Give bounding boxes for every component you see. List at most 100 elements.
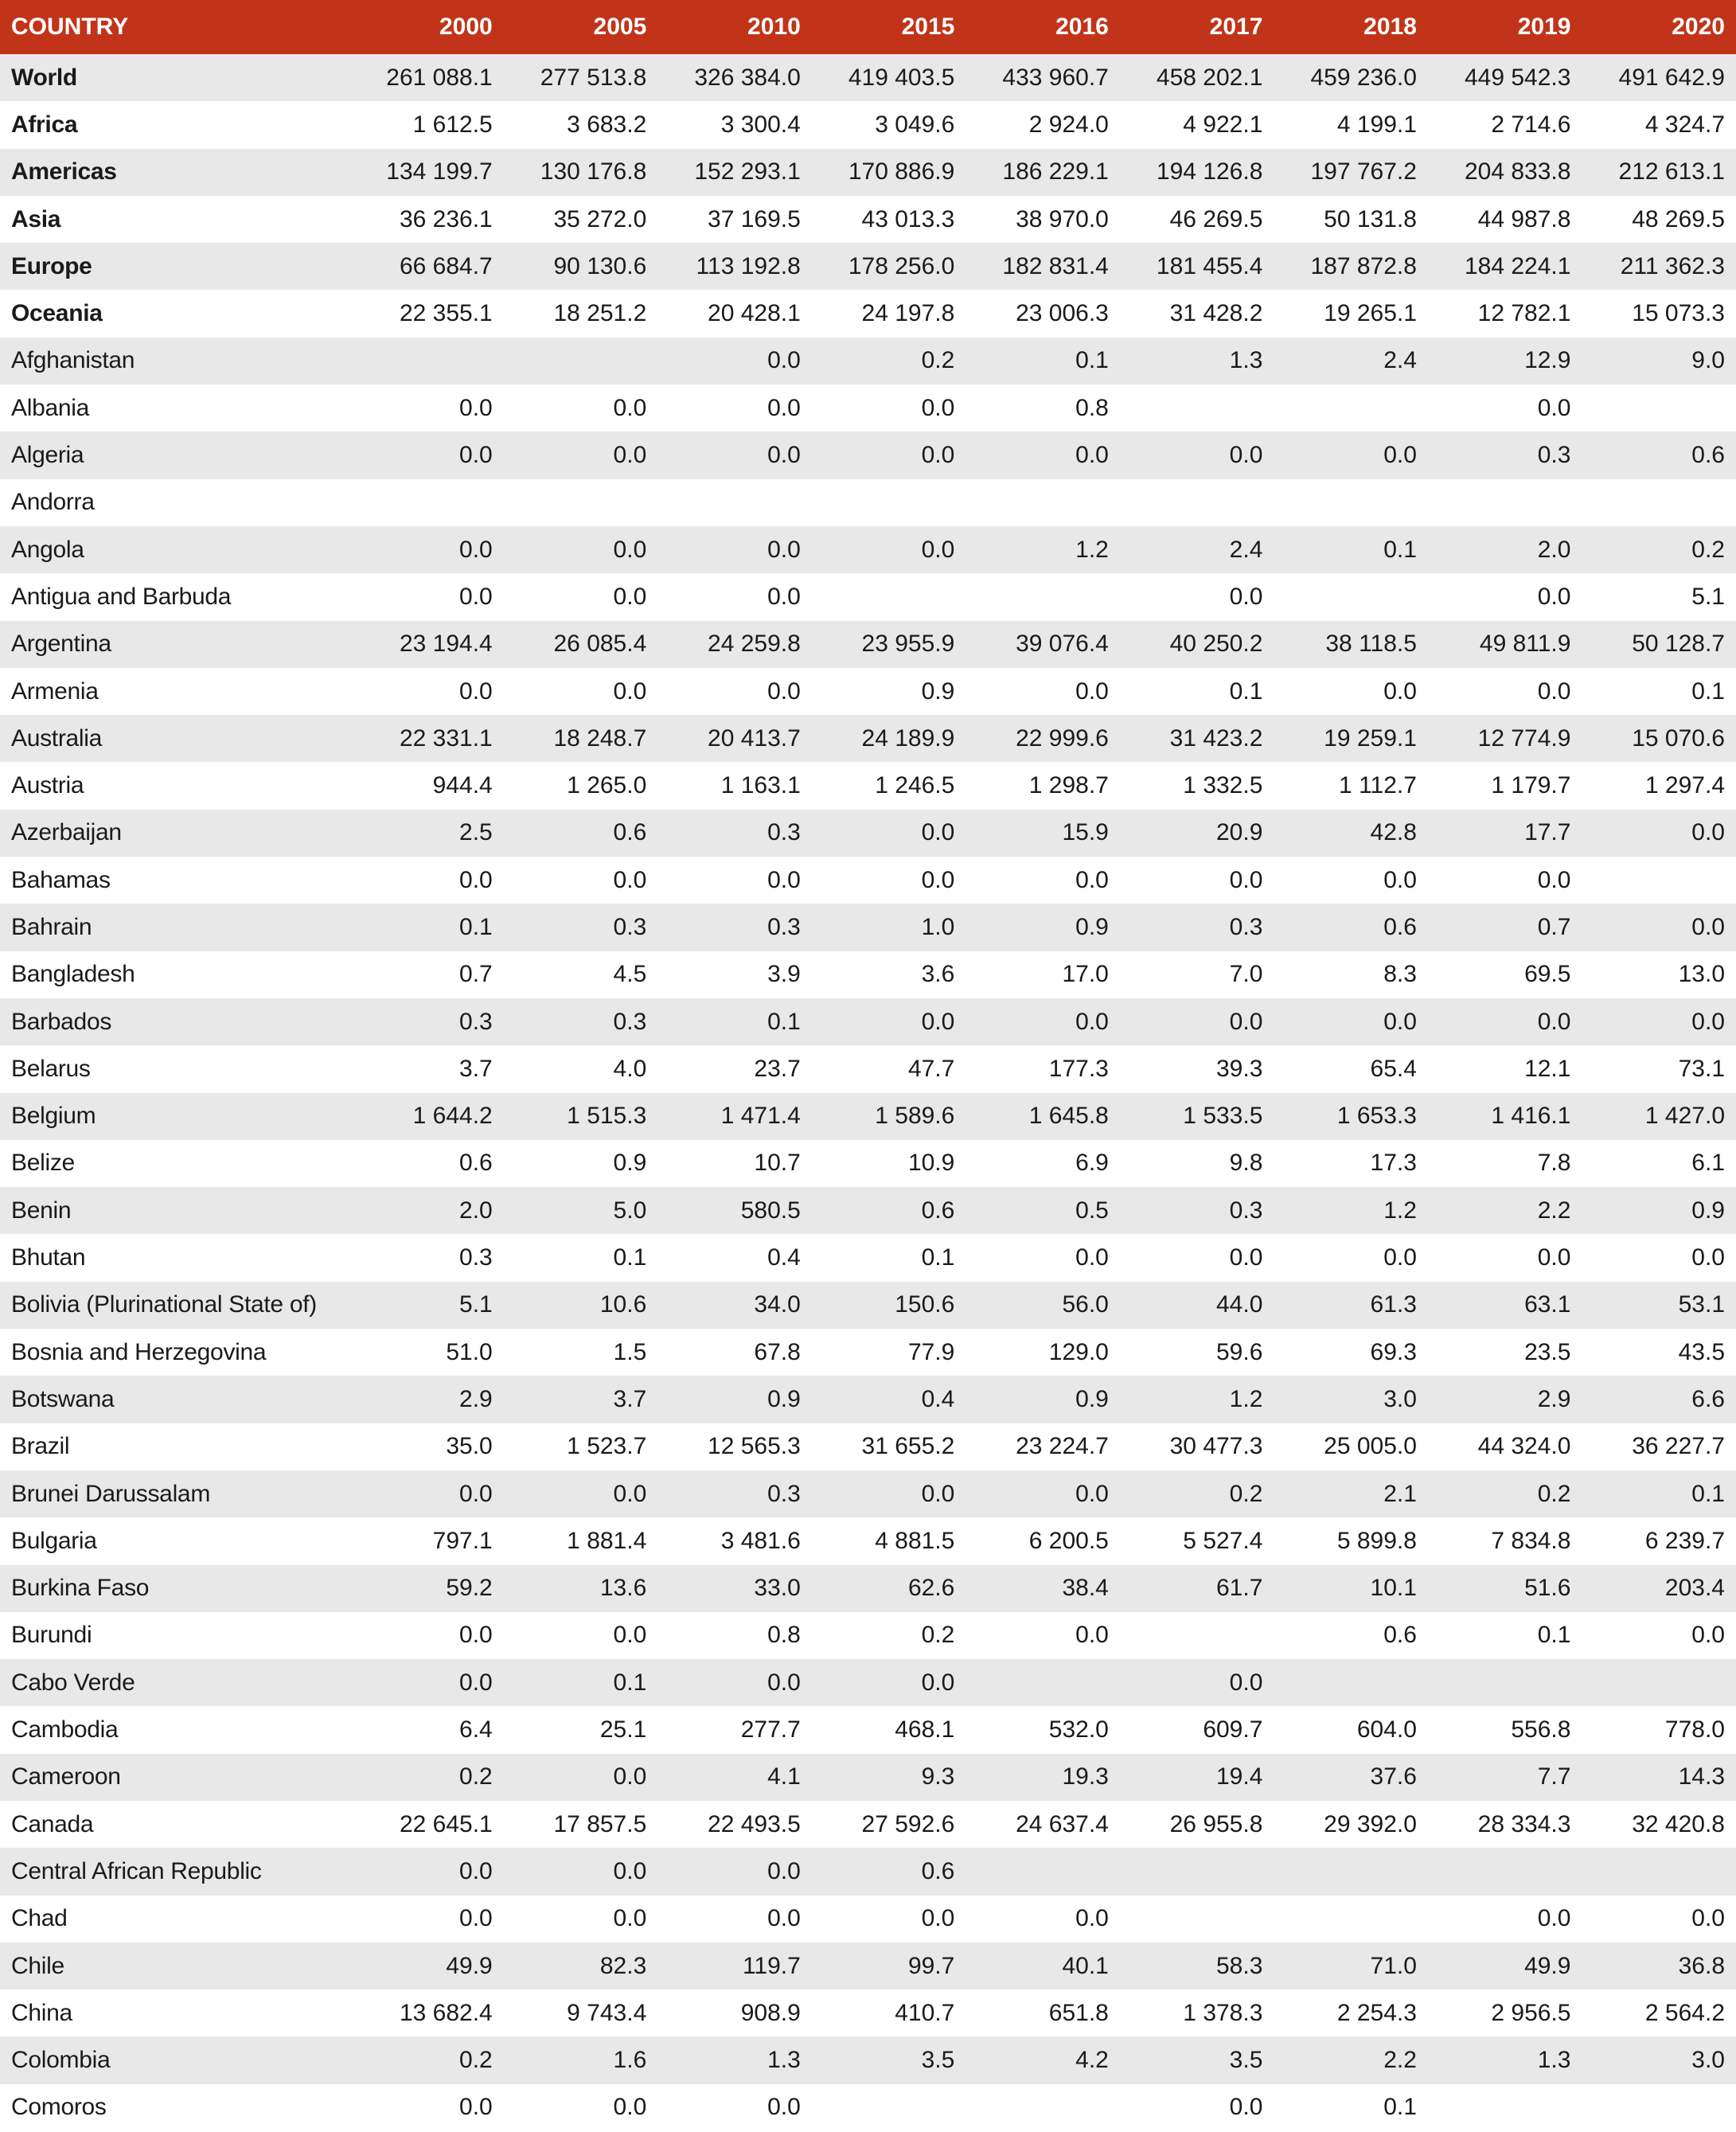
value-cell: 0.1 xyxy=(657,998,812,1046)
value-cell: 197 767.2 xyxy=(1274,148,1428,196)
table-row: Burundi 0.0 0.0 0.8 0.2 0.0 0.6 0.1 0.0 xyxy=(0,1612,1736,1659)
country-cell: Oceania xyxy=(11,300,103,327)
value-cell: 0.0 xyxy=(657,337,812,385)
value-cell: 0.0 xyxy=(966,1470,1120,1518)
value-cell: 23.7 xyxy=(754,1055,801,1082)
value-cell: 0.0 xyxy=(459,1622,493,1649)
value-cell: 15.9 xyxy=(966,809,1120,857)
value-cell: 1.2 xyxy=(966,525,1120,574)
value-cell: 9.0 xyxy=(1582,337,1736,385)
header-cell: 2000 xyxy=(349,0,504,54)
value-cell: 43.5 xyxy=(1678,1338,1725,1365)
value-cell: 1 644.2 xyxy=(349,1092,504,1140)
value-cell: 23 194.4 xyxy=(349,620,504,668)
value-cell: 0.1 xyxy=(1229,677,1263,705)
value-cell xyxy=(812,2084,966,2131)
value-cell: 0.8 xyxy=(767,1622,801,1649)
value-cell: 5 899.8 xyxy=(1336,1527,1417,1554)
value-cell: 0.0 xyxy=(613,2094,647,2121)
value-cell: 4 922.1 xyxy=(1183,111,1263,138)
value-cell xyxy=(966,479,1120,526)
value-cell: 1 612.5 xyxy=(412,111,493,138)
value-cell: 6 239.7 xyxy=(1644,1527,1725,1554)
value-cell: 0.0 xyxy=(767,583,801,610)
table-row: Cabo Verde 0.0 0.1 0.0 0.0 0.0 xyxy=(0,1659,1736,1707)
value-cell: 20 413.7 xyxy=(657,715,812,763)
value-cell: 0.0 xyxy=(1383,866,1417,893)
value-cell: 0.7 xyxy=(459,961,493,988)
value-cell: 170 886.9 xyxy=(811,148,966,196)
value-cell: 0.1 xyxy=(349,904,504,951)
value-cell: 194 126.8 xyxy=(1119,148,1274,196)
country-cell: Bahamas xyxy=(11,866,111,893)
value-cell: 0.0 xyxy=(503,1848,658,1896)
value-cell: 61.3 xyxy=(1274,1281,1428,1330)
value-cell: 1 246.5 xyxy=(875,772,955,799)
table-row: Botswana 2.9 3.7 0.9 0.4 0.9 1.2 3.0 2.9 6.6 xyxy=(0,1376,1736,1423)
country-cell: Armenia xyxy=(11,677,99,705)
table-body: World 261 088.1 277 513.8 326 384.0 419 403.… xyxy=(0,54,1736,2131)
value-cell: 62.6 xyxy=(811,1564,966,1612)
value-cell: 6.6 xyxy=(1582,1376,1736,1423)
value-cell: 69.3 xyxy=(1370,1338,1417,1365)
value-cell: 0.6 xyxy=(459,1150,493,1177)
value-cell: 0.1 xyxy=(1537,1622,1571,1649)
value-cell: 2.4 xyxy=(1119,525,1274,574)
value-cell: 0.8 xyxy=(1075,394,1109,421)
value-cell: 0.3 xyxy=(459,1244,493,1271)
country-cell: Chile xyxy=(0,1942,350,1990)
value-cell: 27 592.6 xyxy=(861,1810,955,1837)
value-cell: 2.5 xyxy=(349,809,504,857)
value-cell: 14.3 xyxy=(1582,1753,1736,1801)
value-cell: 0.0 xyxy=(811,998,966,1046)
value-cell: 34.0 xyxy=(657,1281,812,1330)
value-cell: 1 653.3 xyxy=(1274,1092,1428,1140)
value-cell: 150.6 xyxy=(811,1281,966,1330)
value-cell: 187 872.8 xyxy=(1274,243,1428,291)
value-cell: 0.0 xyxy=(349,1848,504,1896)
value-cell: 0.0 xyxy=(503,1470,658,1518)
value-cell: 0.0 xyxy=(1229,1244,1263,1271)
value-cell: 10.6 xyxy=(503,1281,658,1330)
value-cell: 37 169.5 xyxy=(708,205,801,232)
value-cell xyxy=(1427,1659,1582,1707)
value-cell xyxy=(1274,385,1428,431)
value-cell: 4.2 xyxy=(966,2036,1120,2084)
value-cell: 0.4 xyxy=(811,1376,966,1423)
country-cell: China xyxy=(11,1999,72,2026)
value-cell: 0.1 xyxy=(613,1244,647,1271)
value-cell: 24 197.8 xyxy=(861,300,955,327)
value-cell: 0.3 xyxy=(657,904,812,951)
value-cell xyxy=(1120,1896,1274,1943)
value-cell: 4 881.5 xyxy=(875,1527,955,1554)
value-cell: 6 200.5 xyxy=(1028,1527,1109,1554)
value-cell: 0.0 xyxy=(459,1905,493,1932)
value-cell xyxy=(504,479,658,526)
table-row: Brazil 35.0 1 523.7 12 565.3 31 655.2 23 224.… xyxy=(0,1423,1736,1470)
value-cell: 12 782.1 xyxy=(1477,300,1571,327)
country-cell: Belarus xyxy=(11,1055,91,1082)
header-cell: 2005 xyxy=(503,0,658,54)
value-cell: 90 130.6 xyxy=(503,243,658,291)
value-cell: 0.0 xyxy=(921,394,955,421)
value-cell: 0.0 xyxy=(503,1753,658,1801)
value-cell: 0.0 xyxy=(1537,677,1571,705)
value-cell: 0.0 xyxy=(811,1470,966,1518)
value-cell: 12 774.9 xyxy=(1427,715,1582,763)
value-cell: 44 987.8 xyxy=(1477,205,1571,232)
value-cell: 0.6 xyxy=(811,1187,966,1235)
value-cell: 35.0 xyxy=(446,1433,493,1460)
value-cell: 0.0 xyxy=(613,1905,647,1932)
value-cell: 204 833.8 xyxy=(1427,148,1582,196)
value-cell: 40 250.2 xyxy=(1119,620,1274,668)
value-cell: 604.0 xyxy=(1356,1716,1417,1743)
country-cell: Australia xyxy=(0,715,350,763)
value-cell: 19 259.1 xyxy=(1274,715,1428,763)
value-cell: 0.0 xyxy=(613,394,647,421)
value-cell: 0.0 xyxy=(1582,998,1736,1046)
value-cell: 778.0 xyxy=(1664,1716,1725,1743)
value-cell: 53.1 xyxy=(1582,1281,1736,1330)
value-cell: 61.7 xyxy=(1119,1564,1274,1612)
value-cell: 0.0 xyxy=(459,583,493,610)
value-cell: 1.6 xyxy=(503,2036,658,2084)
